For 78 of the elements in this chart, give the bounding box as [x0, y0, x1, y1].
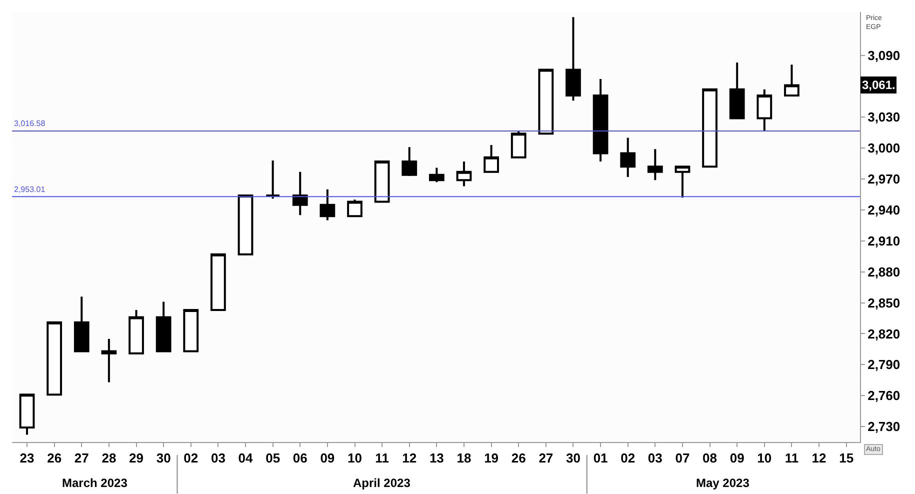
x-tick-label: 29	[129, 450, 144, 466]
candlestick	[566, 16, 581, 102]
candlestick	[374, 160, 390, 203]
x-tick-label: 10	[757, 450, 772, 466]
candlestick	[210, 253, 226, 312]
candlestick	[592, 78, 608, 163]
x-tick-label: 27	[74, 450, 89, 466]
x-tick-label: 09	[320, 450, 335, 466]
y-tick-label: 3,000	[868, 140, 900, 156]
x-tick-label: 26	[511, 450, 526, 466]
x-tick-label: 12	[812, 450, 826, 466]
candlestick	[19, 394, 35, 436]
y-tick-label: 2,970	[868, 172, 900, 187]
y-tick-label: 2,730	[868, 419, 900, 434]
candlestick	[128, 309, 144, 354]
candlestick	[784, 64, 800, 97]
ref-line-label: 2,953.01	[14, 185, 46, 194]
candlestick	[292, 170, 308, 216]
candlestick	[74, 296, 90, 352]
x-tick-label: 01	[593, 450, 608, 466]
candlestick	[402, 146, 418, 177]
y-tick-label: 2,940	[868, 202, 900, 218]
x-tick-label: 11	[784, 450, 799, 466]
x-tick-label: 15	[839, 450, 854, 466]
x-tick-label: 09	[730, 450, 744, 466]
x-tick-label: 04	[238, 450, 254, 466]
y-tick-label: 2,820	[868, 326, 900, 342]
x-tick-label: 05	[266, 450, 280, 466]
candlestick	[265, 159, 281, 200]
y-tick-label: 2,790	[868, 357, 900, 372]
annotation: 3,061.	[862, 78, 896, 92]
x-tick-label: 11	[375, 450, 389, 466]
x-tick-label: 02	[620, 450, 636, 466]
candlestick	[729, 62, 745, 120]
candlestick	[456, 160, 472, 188]
candlestick	[101, 338, 117, 384]
x-tick-label: 26	[47, 450, 62, 466]
x-tick-label: 23	[20, 450, 34, 466]
x-tick-label: 30	[156, 450, 171, 466]
candlestick	[538, 68, 554, 135]
candlestick	[510, 130, 526, 158]
x-tick-label: 18	[456, 450, 472, 466]
x-tick-label: 03	[648, 450, 662, 466]
x-tick-label: 27	[538, 450, 554, 466]
candlestick	[428, 166, 444, 184]
y-tick-label: 3,090	[868, 48, 900, 63]
text: March 2023	[62, 476, 128, 490]
x-tick-label: 07	[675, 450, 690, 466]
y-tick-label: 2,760	[868, 388, 900, 404]
candlestick	[183, 309, 199, 352]
x-tick-label: 06	[292, 450, 308, 466]
candlestick	[647, 148, 663, 182]
x-tick-label: 28	[102, 450, 116, 466]
x-tick-label: 13	[429, 450, 444, 466]
text: May 2023	[696, 476, 750, 490]
candlestick	[484, 144, 499, 173]
candlestick	[46, 321, 62, 396]
ref-line-label: 3,016.58	[14, 119, 46, 128]
y-tick-label: 3,030	[868, 110, 900, 125]
x-tick-label: 03	[210, 450, 226, 466]
x-tick-label: 08	[702, 450, 718, 466]
text: April 2023	[353, 476, 411, 490]
candlestick	[702, 88, 718, 168]
y-tick-label: 2,910	[868, 233, 900, 248]
x-tick-label: 10	[348, 450, 362, 466]
x-tick-label: 02	[184, 450, 198, 466]
candlestick	[238, 194, 254, 256]
y-tick-label: 2,880	[868, 264, 900, 280]
candlestick	[347, 198, 362, 218]
candlestick	[620, 136, 636, 178]
candlestick	[756, 88, 772, 132]
x-tick-label: 19	[484, 450, 499, 466]
x-tick-label: 30	[566, 450, 580, 466]
x-tick-label: 12	[402, 450, 417, 466]
y-tick-label: 2,850	[868, 295, 900, 310]
candlestick	[320, 188, 336, 222]
candlestick	[156, 300, 172, 354]
candlestick	[674, 164, 690, 199]
